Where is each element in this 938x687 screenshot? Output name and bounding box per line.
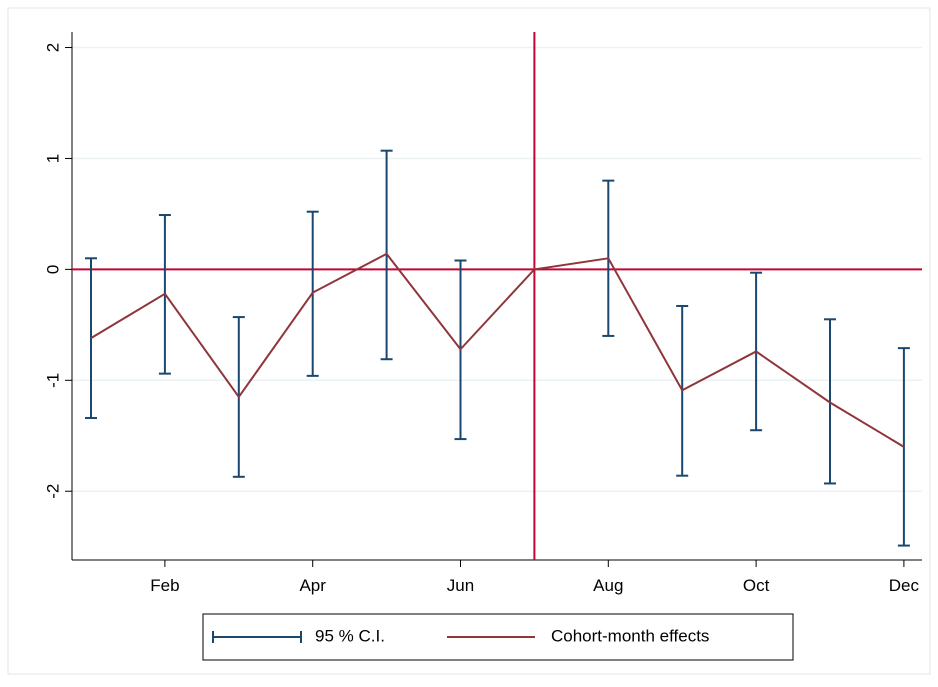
effect-line [90,252,905,448]
x-tick-label: Dec [889,576,920,595]
y-tick-label: 0 [43,265,62,274]
y-tick-label: -2 [43,484,62,499]
x-tick-label: Jun [447,576,474,595]
x-tick-label: Feb [150,576,179,595]
y-tick-label: 1 [43,154,62,163]
x-tick-label: Apr [299,576,326,595]
legend-label: Cohort-month effects [551,626,709,645]
y-tick-label: 2 [43,43,62,52]
y-tick-label: -1 [43,373,62,388]
x-tick-label: Aug [593,576,623,595]
legend-label: 95 % C.I. [315,626,385,645]
x-tick-label: Oct [743,576,770,595]
